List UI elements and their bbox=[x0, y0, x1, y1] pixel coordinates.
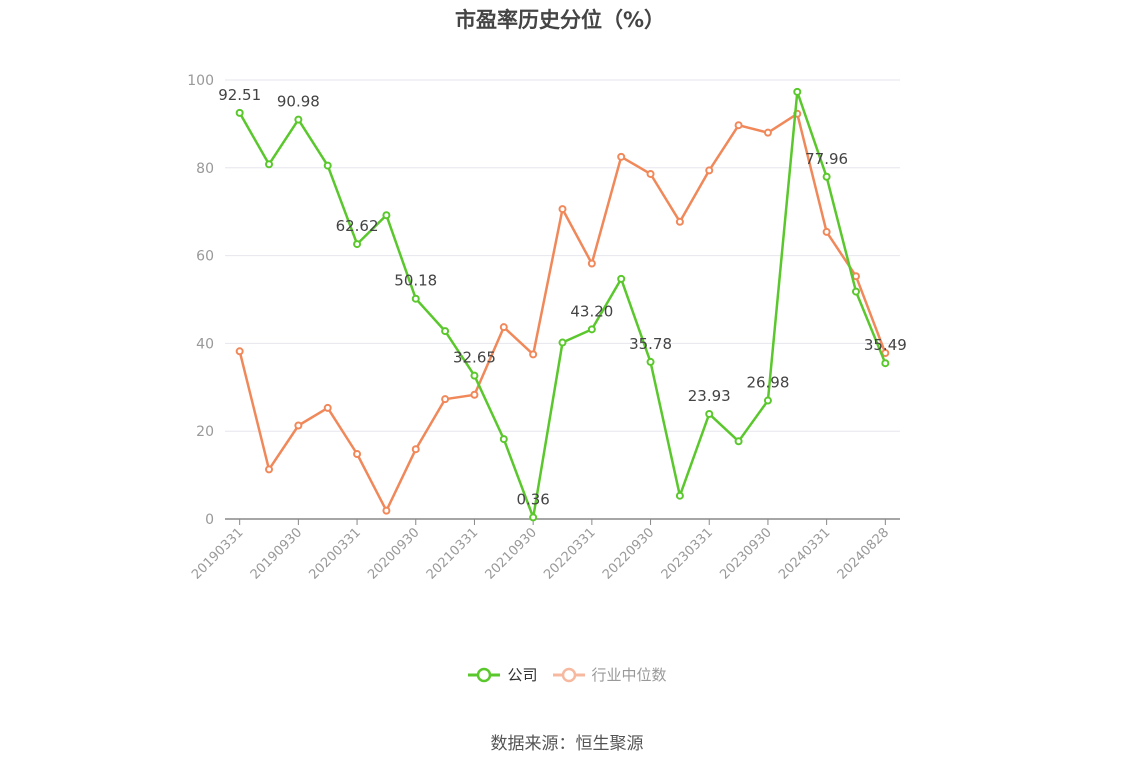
data-point-company[interactable] bbox=[763, 396, 772, 405]
data-label-company: 43.20 bbox=[570, 302, 613, 320]
data-point-industry[interactable] bbox=[822, 227, 831, 236]
data-labels: 92.51 90.98 62.62 50.18 32.65 0.36 43.20 35.78 2… bbox=[218, 86, 907, 509]
data-point-industry[interactable] bbox=[558, 205, 567, 214]
data-point-company[interactable] bbox=[441, 327, 450, 336]
data-point-industry[interactable] bbox=[675, 217, 684, 226]
data-label-company: 90.98 bbox=[277, 93, 320, 111]
series-line-company bbox=[238, 90, 887, 519]
legend-item-industry[interactable]: 行业中位数 bbox=[552, 664, 667, 685]
data-point-company[interactable] bbox=[558, 338, 567, 347]
data-point-industry[interactable] bbox=[353, 450, 362, 459]
legend-marker-industry bbox=[552, 667, 585, 682]
data-point-company[interactable] bbox=[793, 87, 802, 96]
data-point-industry[interactable] bbox=[734, 121, 743, 130]
data-point-company[interactable] bbox=[470, 371, 479, 380]
y-tick-label: 20 bbox=[196, 424, 214, 440]
data-point-company[interactable] bbox=[617, 274, 626, 283]
x-tick-label: 20200930 bbox=[365, 525, 422, 582]
data-point-industry[interactable] bbox=[265, 465, 274, 474]
data-point-industry[interactable] bbox=[529, 350, 538, 359]
x-tick-label: 20210331 bbox=[424, 525, 481, 582]
legend-marker-company bbox=[468, 667, 501, 682]
data-source: 数据来源：恒生聚源 bbox=[490, 734, 644, 754]
line-chart: 0 20 40 60 80 100 20190331 20190930 20200331 2020… bbox=[187, 73, 907, 583]
data-point-industry[interactable] bbox=[382, 506, 391, 515]
data-point-company[interactable] bbox=[646, 357, 655, 366]
data-point-company[interactable] bbox=[822, 172, 831, 181]
series bbox=[235, 87, 890, 522]
data-point-company[interactable] bbox=[705, 409, 714, 418]
data-point-company[interactable] bbox=[675, 491, 684, 500]
x-tick-label: 20210930 bbox=[483, 525, 540, 582]
x-tick-label: 20220930 bbox=[600, 525, 657, 582]
x-tick-label: 20230331 bbox=[659, 525, 716, 582]
data-label-company: 35.49 bbox=[864, 336, 907, 354]
data-label-company: 50.18 bbox=[394, 272, 437, 290]
data-point-industry[interactable] bbox=[617, 152, 626, 161]
legend-label-company: 公司 bbox=[507, 666, 538, 684]
data-point-industry[interactable] bbox=[294, 421, 303, 430]
data-point-industry[interactable] bbox=[499, 323, 508, 332]
x-tick-label: 20200331 bbox=[306, 525, 363, 582]
x-tick-label: 20230930 bbox=[717, 525, 774, 582]
data-point-company[interactable] bbox=[382, 211, 391, 220]
data-point-company[interactable] bbox=[265, 160, 274, 169]
x-tick-label: 20240828 bbox=[835, 525, 892, 582]
x-tick-label: 20240331 bbox=[776, 525, 833, 582]
legend-item-company[interactable]: 公司 bbox=[467, 664, 538, 685]
data-label-company: 35.78 bbox=[629, 335, 672, 353]
data-point-industry[interactable] bbox=[646, 169, 655, 178]
data-label-company: 26.98 bbox=[746, 374, 789, 392]
data-point-company[interactable] bbox=[529, 513, 538, 522]
data-point-industry[interactable] bbox=[441, 395, 450, 404]
data-label-company: 62.62 bbox=[336, 217, 379, 235]
x-tick-label: 20190930 bbox=[248, 525, 305, 582]
data-point-company[interactable] bbox=[411, 294, 420, 303]
data-point-industry[interactable] bbox=[323, 403, 332, 412]
data-point-company[interactable] bbox=[587, 325, 596, 334]
legend-label-industry: 行业中位数 bbox=[591, 666, 667, 684]
y-tick-label: 100 bbox=[187, 73, 214, 89]
data-point-industry[interactable] bbox=[411, 445, 420, 454]
data-point-company[interactable] bbox=[734, 437, 743, 446]
data-label-company: 77.96 bbox=[805, 150, 848, 168]
y-tick-label: 80 bbox=[196, 161, 214, 177]
legend: 公司 行业中位数 bbox=[0, 664, 1134, 685]
chart-title: 市盈率历史分位（%） bbox=[454, 8, 666, 32]
data-point-industry[interactable] bbox=[705, 166, 714, 175]
x-tick-label: 20220331 bbox=[541, 525, 598, 582]
y-tick-label: 0 bbox=[205, 512, 214, 528]
data-point-company[interactable] bbox=[294, 115, 303, 124]
data-label-company: 23.93 bbox=[688, 387, 731, 405]
x-tick-label: 20190331 bbox=[189, 525, 246, 582]
data-point-company[interactable] bbox=[499, 435, 508, 444]
data-label-company: 0.36 bbox=[516, 490, 549, 508]
data-point-company[interactable] bbox=[235, 108, 244, 117]
data-label-company: 92.51 bbox=[218, 86, 261, 104]
y-tick-label: 60 bbox=[196, 249, 214, 265]
data-point-company[interactable] bbox=[353, 240, 362, 249]
data-point-company[interactable] bbox=[851, 287, 860, 296]
data-point-industry[interactable] bbox=[235, 347, 244, 356]
data-point-company[interactable] bbox=[881, 359, 890, 368]
y-tick-label: 40 bbox=[196, 336, 214, 352]
data-point-company[interactable] bbox=[323, 161, 332, 170]
data-point-industry[interactable] bbox=[470, 390, 479, 399]
data-label-company: 32.65 bbox=[453, 349, 496, 367]
grid bbox=[225, 79, 900, 432]
data-point-industry[interactable] bbox=[587, 259, 596, 268]
data-point-industry[interactable] bbox=[763, 128, 772, 137]
